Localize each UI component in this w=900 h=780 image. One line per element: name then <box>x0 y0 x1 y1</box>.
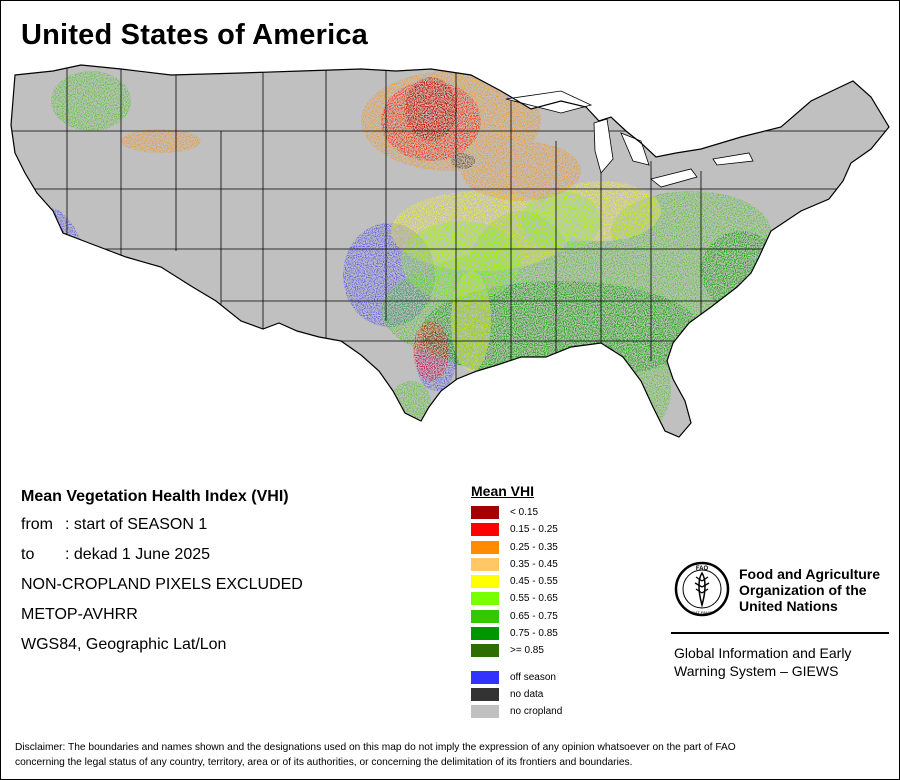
legend-gap <box>471 661 534 670</box>
fao-name-line3: United Nations <box>739 598 838 614</box>
legend-swatch <box>471 557 499 571</box>
legend-swatch <box>471 540 499 554</box>
map-info: Mean Vegetation Health Index (VHI) from:… <box>21 488 303 666</box>
legend-swatch <box>471 609 499 623</box>
to-value: : dekad 1 June 2025 <box>65 546 211 563</box>
legend-item: 0.25 - 0.35 <box>471 540 558 557</box>
legend-label: 0.15 - 0.25 <box>510 524 558 536</box>
legend-swatch <box>471 627 499 641</box>
fao-name-line1: Food and Agriculture <box>739 566 881 582</box>
legend-item: 0.65 - 0.75 <box>471 609 558 626</box>
legend-swatch <box>471 523 499 537</box>
legend-label: 0.45 - 0.55 <box>510 576 558 588</box>
disclaimer-line2: concerning the legal status of any count… <box>15 757 633 768</box>
fao-logo-motto: FIAT PANIS <box>691 610 712 615</box>
fao-name: Food and Agriculture Organization of the… <box>739 566 899 614</box>
legend-label: >= 0.85 <box>510 645 544 657</box>
legend-swatch <box>471 592 499 606</box>
legend-label: 0.35 - 0.45 <box>510 558 558 570</box>
legend-item: >= 0.85 <box>471 643 544 660</box>
legend-swatch <box>471 575 499 589</box>
fao-name-line2: Organization of the <box>739 582 867 598</box>
great-lakes <box>505 90 754 188</box>
legend-item: < 0.15 <box>471 505 538 522</box>
legend-title: Mean VHI <box>471 483 535 499</box>
disclaimer-line1: Disclaimer: The boundaries and names sho… <box>15 742 736 753</box>
legend-label: off season <box>510 671 556 683</box>
disclaimer: Disclaimer: The boundaries and names sho… <box>15 740 887 770</box>
legend-item: 0.15 - 0.25 <box>471 522 558 539</box>
legend-swatch <box>471 644 499 658</box>
legend-label: no data <box>510 688 544 700</box>
info-to: to : dekad 1 June 2025 <box>21 546 303 576</box>
map-title: United States of America <box>21 19 368 51</box>
from-label: from <box>21 516 53 533</box>
legend-item: no data <box>471 687 543 704</box>
legend-label: < 0.15 <box>510 507 539 518</box>
divider <box>671 632 889 634</box>
fao-logo-text: FAO <box>696 566 709 572</box>
giews-line2: Warning System – GIEWS <box>674 663 839 679</box>
info-from: from : start of SEASON 1 <box>21 516 303 546</box>
legend-item: 0.45 - 0.55 <box>471 574 558 591</box>
legend-label: no cropland <box>510 706 563 718</box>
legend-swatch <box>471 687 499 701</box>
legend-label: 0.25 - 0.35 <box>510 541 558 553</box>
info-projection: WGS84, Geographic Lat/Lon <box>21 636 227 653</box>
fao-logo-icon: FAO FIAT PANIS <box>674 561 730 617</box>
info-sensor: METOP-AVHRR <box>21 606 138 623</box>
legend-item: 0.35 - 0.45 <box>471 557 558 574</box>
legend-swatch <box>471 705 499 719</box>
giews-name: Global Information and Early Warning Sys… <box>674 644 889 680</box>
to-label: to <box>21 546 35 563</box>
legend-label: 0.75 - 0.85 <box>510 628 558 640</box>
legend-label: 0.55 - 0.65 <box>510 593 558 605</box>
legend-item: 0.75 - 0.85 <box>471 626 558 643</box>
usa-map-svg <box>10 64 890 438</box>
legend-label: 0.65 - 0.75 <box>510 610 558 622</box>
info-heading: Mean Vegetation Health Index (VHI) <box>21 488 289 505</box>
legend: Mean VHI < 0.15 0.15 - 0.25 0.25 - 0.35 … <box>471 483 562 722</box>
legend-swatch <box>471 670 499 684</box>
legend-item: off season <box>471 670 556 687</box>
legend-swatch <box>471 506 499 519</box>
info-cropland: NON-CROPLAND PIXELS EXCLUDED <box>21 576 303 593</box>
vhi-map <box>1 61 899 451</box>
state-borders <box>11 65 889 391</box>
legend-item: 0.55 - 0.65 <box>471 591 558 608</box>
giews-line1: Global Information and Early <box>674 645 852 661</box>
legend-item: no cropland <box>471 704 562 721</box>
from-value: : start of SEASON 1 <box>65 516 208 533</box>
